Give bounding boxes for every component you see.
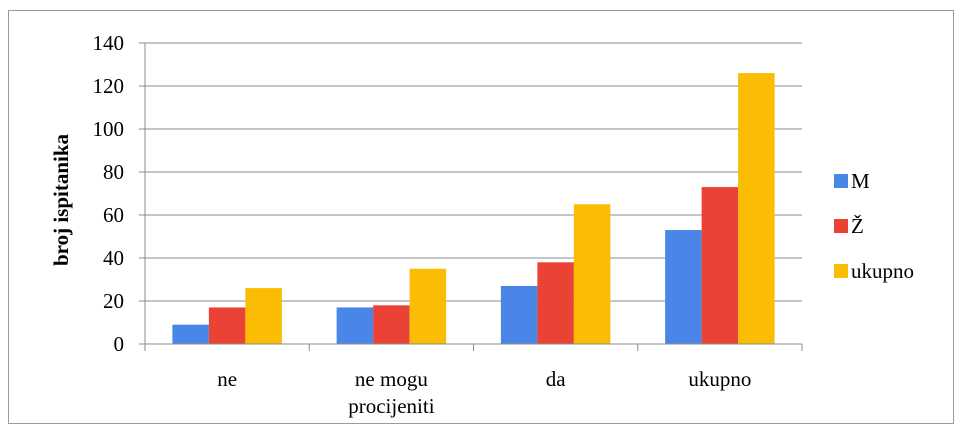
legend-label: M bbox=[851, 169, 870, 193]
chart-frame bbox=[8, 10, 954, 424]
x-category-labels: ne ne mogu procijeniti da ukupno bbox=[217, 367, 751, 418]
y-tick-label: 0 bbox=[114, 332, 125, 356]
y-tick-labels: 0 20 40 60 80 100 120 140 bbox=[93, 31, 125, 356]
legend-swatch bbox=[834, 174, 848, 188]
y-tick-label: 120 bbox=[93, 74, 125, 98]
x-category-label: procijeniti bbox=[348, 394, 434, 418]
y-tick-label: 60 bbox=[103, 203, 124, 227]
y-tick-label: 140 bbox=[93, 31, 125, 55]
y-tick-label: 40 bbox=[103, 246, 124, 270]
x-category-label: da bbox=[546, 367, 567, 391]
legend-swatch bbox=[834, 219, 848, 233]
bar-Ž-0 bbox=[208, 307, 246, 344]
bar-ukupno-2 bbox=[573, 204, 611, 344]
y-tick-label: 20 bbox=[103, 289, 124, 313]
bar-M-3 bbox=[665, 230, 702, 344]
bar-Ž-2 bbox=[537, 262, 574, 344]
bars bbox=[172, 73, 775, 344]
bar-Ž-1 bbox=[373, 305, 410, 344]
x-category-label: ne bbox=[217, 367, 237, 391]
bar-M-1 bbox=[336, 307, 374, 344]
bar-ukupno-0 bbox=[245, 288, 282, 344]
y-tick-label: 100 bbox=[93, 117, 125, 141]
x-category-label: ne mogu bbox=[355, 367, 428, 391]
x-category-label: ukupno bbox=[688, 367, 751, 391]
bar-Ž-3 bbox=[701, 187, 739, 344]
axes bbox=[139, 42, 803, 351]
y-tick-label: 80 bbox=[103, 160, 124, 184]
bar-M-0 bbox=[172, 324, 209, 344]
legend-swatch bbox=[834, 264, 848, 278]
y-axis-title: broj ispitanika bbox=[49, 133, 73, 266]
bar-ukupno-1 bbox=[409, 268, 447, 344]
bar-ukupno-3 bbox=[738, 73, 775, 344]
bar-M-2 bbox=[500, 285, 538, 344]
legend-label: Ž bbox=[851, 214, 864, 238]
legend-label: ukupno bbox=[851, 259, 914, 283]
